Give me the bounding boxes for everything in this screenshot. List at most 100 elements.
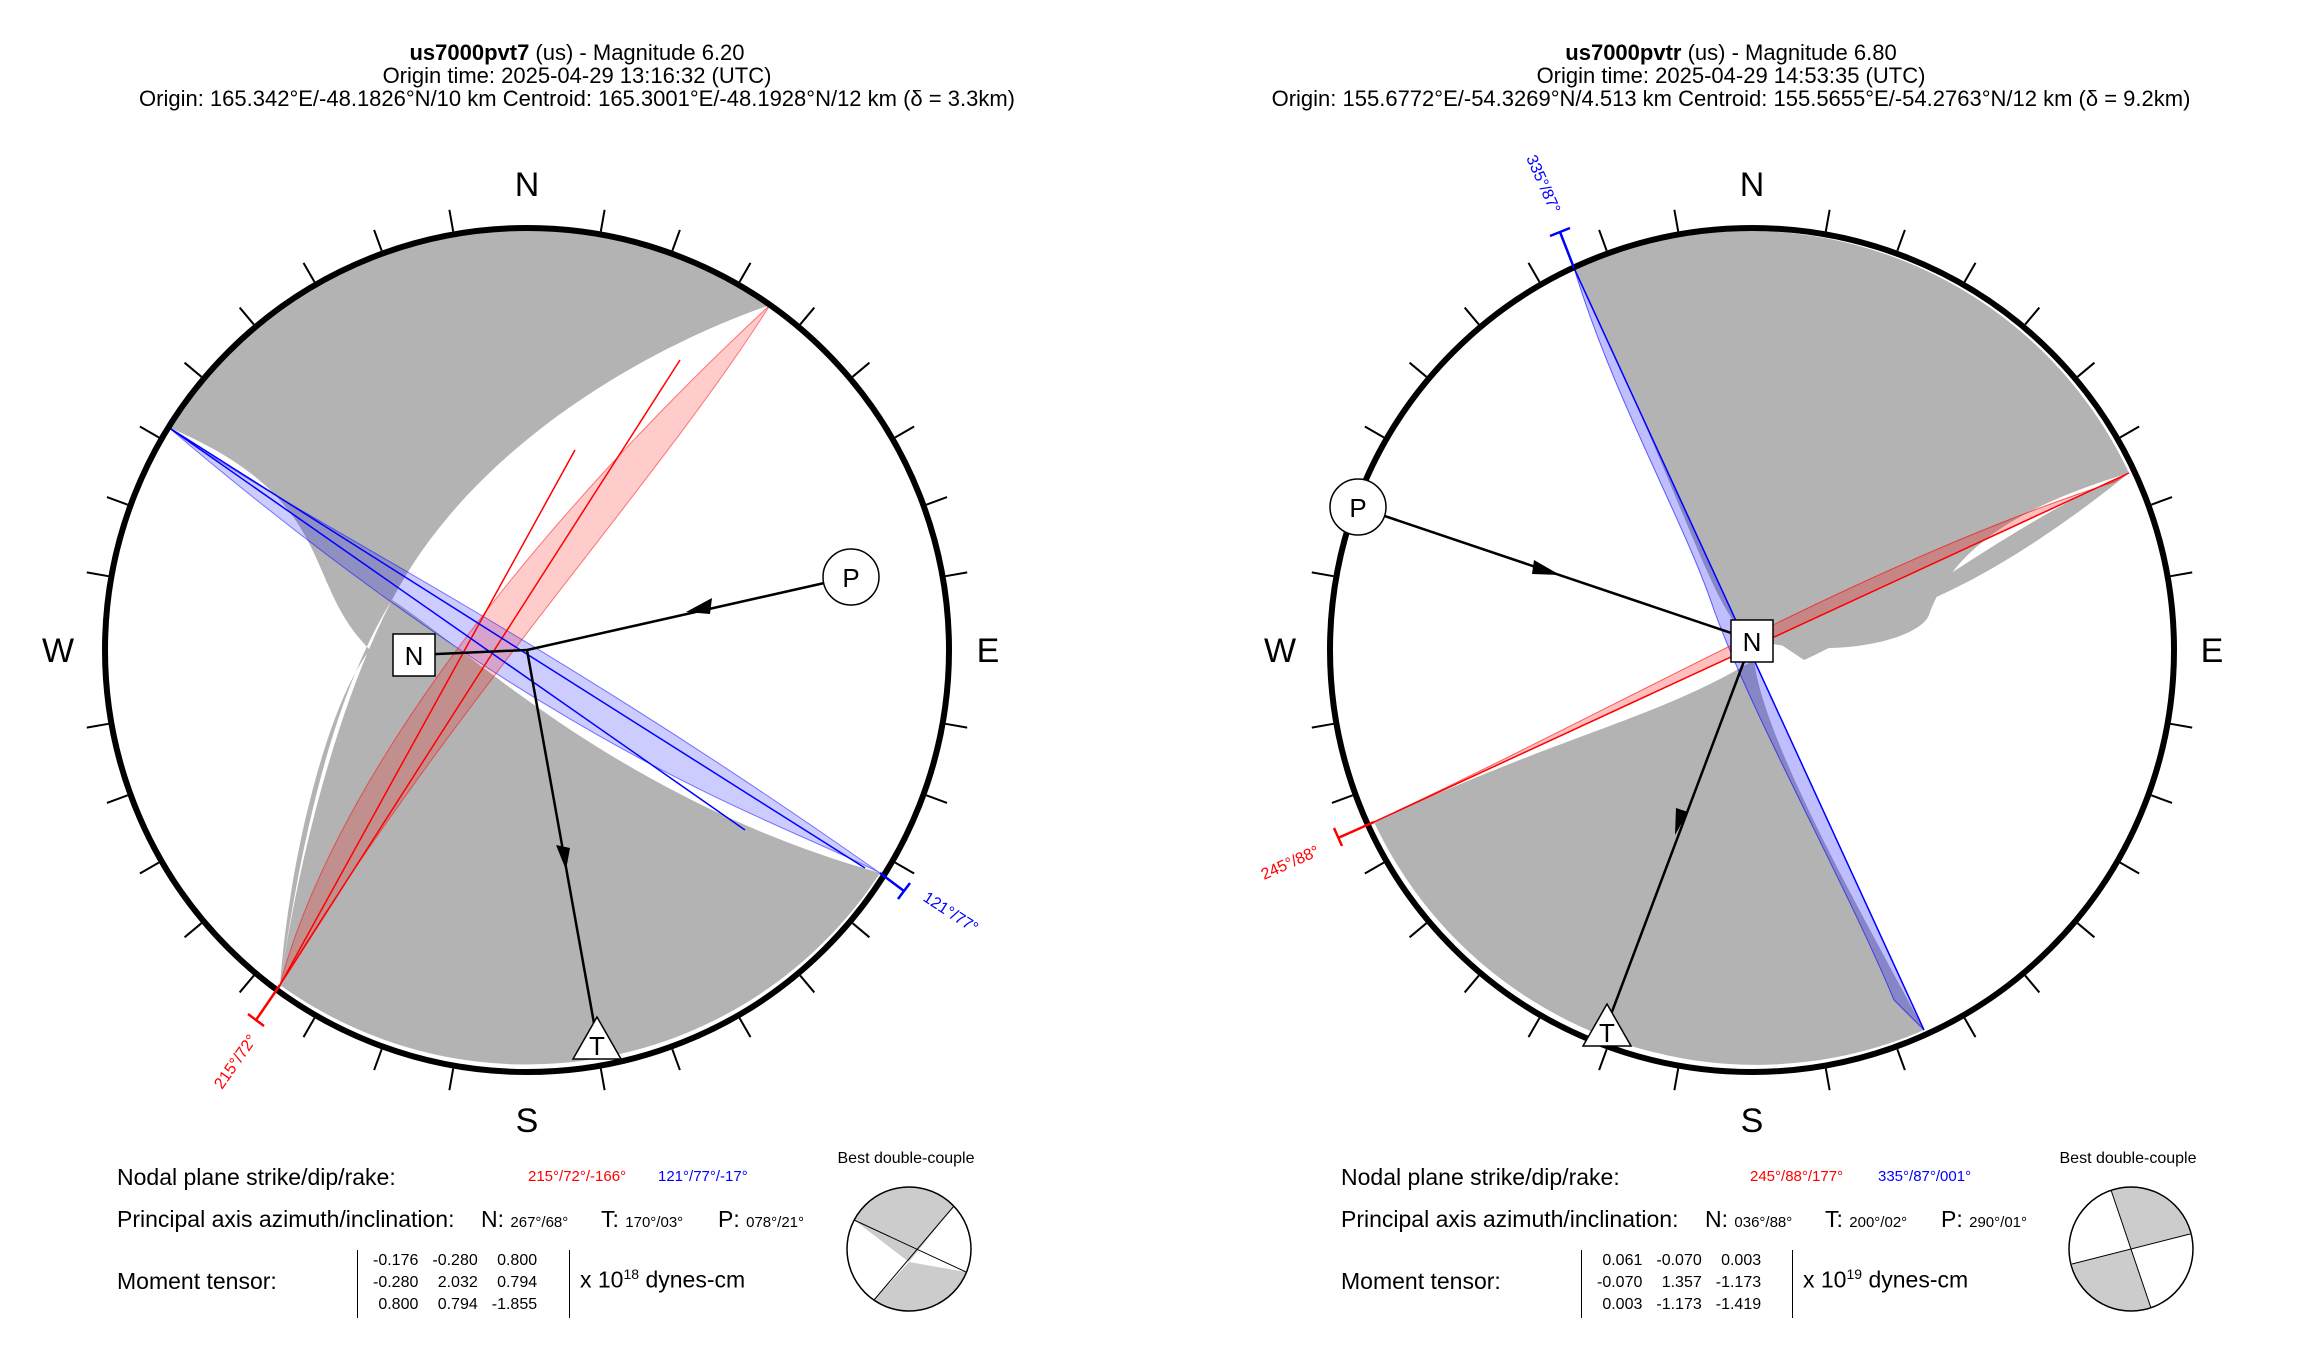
tensor-cell: 0.800 [497,1252,538,1269]
compass-tick [1963,1017,1977,1038]
n-axis-marker [392,633,436,677]
tensor-cell: 1.357 [1661,1274,1702,1291]
tensor-bracket-right [1792,1250,1793,1318]
n-axis-label: N [405,641,424,671]
t-axis-line [525,649,599,1041]
event-title: us7000pvt7 (us) - Magnitude 6.20 [0,38,1154,68]
compass-tick [139,861,160,875]
tensor-row: -0.176 -0.280 0.800 [366,1250,544,1272]
t-axis-marker [1581,1002,1633,1047]
p-axis-label: P [842,563,859,593]
compass-tick [1408,922,1428,939]
red-plane-arrow-1 [279,449,576,986]
t-value: 200°/02° [1849,1214,1908,1231]
compass-tick [1311,571,1334,578]
compass-tick [799,306,816,326]
event-title: us7000pvtr (us) - Magnitude 6.80 [1154,38,2308,68]
compression-region-south [280,600,880,1065]
compass-tick [183,922,203,939]
tensor-cell: -1.855 [491,1296,538,1313]
compass-tick [106,794,128,804]
compass-tick [86,722,109,729]
tensor-row: 0.061 -0.070 0.003 [1590,1250,1768,1272]
compass-tick [1824,1068,1831,1091]
blue-plane-arrow-2 [167,426,866,869]
compass-tick [2170,571,2193,578]
blue-strike-label: 121°/77° [920,889,981,937]
compass-tick [599,1068,606,1091]
t-axis-marker [571,1015,623,1060]
p-axis-arrowhead [686,598,712,614]
compass-tick [1364,861,1385,875]
best-double-couple-title: Best double-couple [837,1150,975,1167]
bdc-shade-southwest [2072,1249,2151,1311]
principal-axis-title: Principal axis azimuth/inclination: [1341,1206,1679,1232]
compression-region-north [168,227,770,985]
compass-west: W [42,632,74,670]
event-id: us7000pvtr [1565,40,1682,65]
moment-tensor-matrix: -0.176 -0.280 0.800 -0.280 2.032 0.794 0.800… [366,1250,544,1316]
best-double-couple-ball [2068,1186,2194,1312]
compression-region-north [1574,230,2129,649]
compass-tick [945,722,968,729]
t-label: T: [1825,1206,1843,1232]
compass-tick [1824,209,1831,232]
origin-time: Origin time: 2025-04-29 14:53:35 (UTC) [1536,63,1926,88]
t-axis-label: T [1599,1018,1615,1048]
compass-tick [1896,229,1906,251]
compass-tick [738,1017,752,1038]
compass-tick [1963,262,1977,283]
blue-strike-marker [1549,226,1576,269]
nodal-plane-red: 215°/72°/-166° [528,1168,627,1185]
tensor-cell: 2.032 [437,1274,478,1291]
compass-tick [1331,794,1353,804]
nodal-plane-label: Nodal plane strike/dip/rake: [1341,1164,1620,1190]
compass-north: N [515,166,540,204]
p-value: 290°/01° [1969,1214,2028,1231]
p-label: P: [718,1206,740,1232]
p-value: 078°/21° [746,1214,805,1231]
blue-strike-label: 335°/87° [1522,153,1563,216]
n-axis-marker [1730,619,1774,663]
compass-tick [373,1049,383,1071]
blue-plane-arrow-1 [167,426,746,831]
moment-tensor-label: Moment tensor: [117,1268,277,1294]
blue-strike-marker [879,872,911,900]
compass-tick [1673,209,1680,232]
red-plane-arrow-2 [279,359,681,986]
scale-prefix: x 10 [1803,1266,1847,1293]
compass-tick [302,1017,316,1038]
ticks [86,209,968,1091]
compass-tick [2024,306,2041,326]
tensor-bracket-left [1581,1250,1582,1318]
tensor-cell: -1.419 [1715,1296,1762,1313]
principal-axis-n: N: 267°/68° [481,1206,568,1233]
p-axis-line [526,575,852,652]
scale-exponent: 19 [1846,1266,1863,1282]
compass-tick [1463,306,1480,326]
principal-axis-t: T: 170°/03° [601,1206,683,1233]
compass-tick [926,794,948,804]
tensor-cell: -0.070 [1656,1252,1702,1269]
compass-tick [738,262,752,283]
compass-tick [2119,425,2140,439]
scale-prefix: x 10 [580,1266,624,1293]
origin-time: Origin time: 2025-04-29 13:16:32 (UTC) [382,63,772,88]
nodal-plane-blue: 335°/87°/001° [1878,1168,1972,1185]
beachball-diagram: P T N N S E W 245°/88° 335°/87° [1259,153,2224,1140]
scale-suffix: dynes-cm [639,1266,746,1293]
tensor-row: -0.280 2.032 0.794 [366,1272,544,1294]
compass-tick [1463,974,1480,994]
compass-tick [926,496,948,506]
principal-axis-n: N: 036°/88° [1705,1206,1792,1233]
compass-tick [2076,361,2096,378]
compass-east: E [977,632,1000,670]
n-value: 036°/88° [1734,1214,1793,1231]
nodal-plane-label: Nodal plane strike/dip/rake: [117,1164,396,1190]
compass-tick [894,425,915,439]
tensor-cell: 0.061 [1602,1252,1643,1269]
event-title-rest: (us) - Magnitude 6.80 [1681,40,1897,65]
compass-tick [183,361,203,378]
compass-tick [448,209,455,232]
compass-tick [106,496,128,506]
